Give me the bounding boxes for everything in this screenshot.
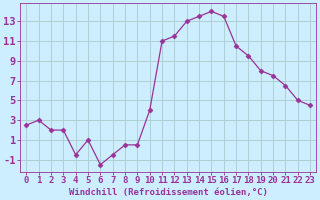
X-axis label: Windchill (Refroidissement éolien,°C): Windchill (Refroidissement éolien,°C) [69, 188, 268, 197]
